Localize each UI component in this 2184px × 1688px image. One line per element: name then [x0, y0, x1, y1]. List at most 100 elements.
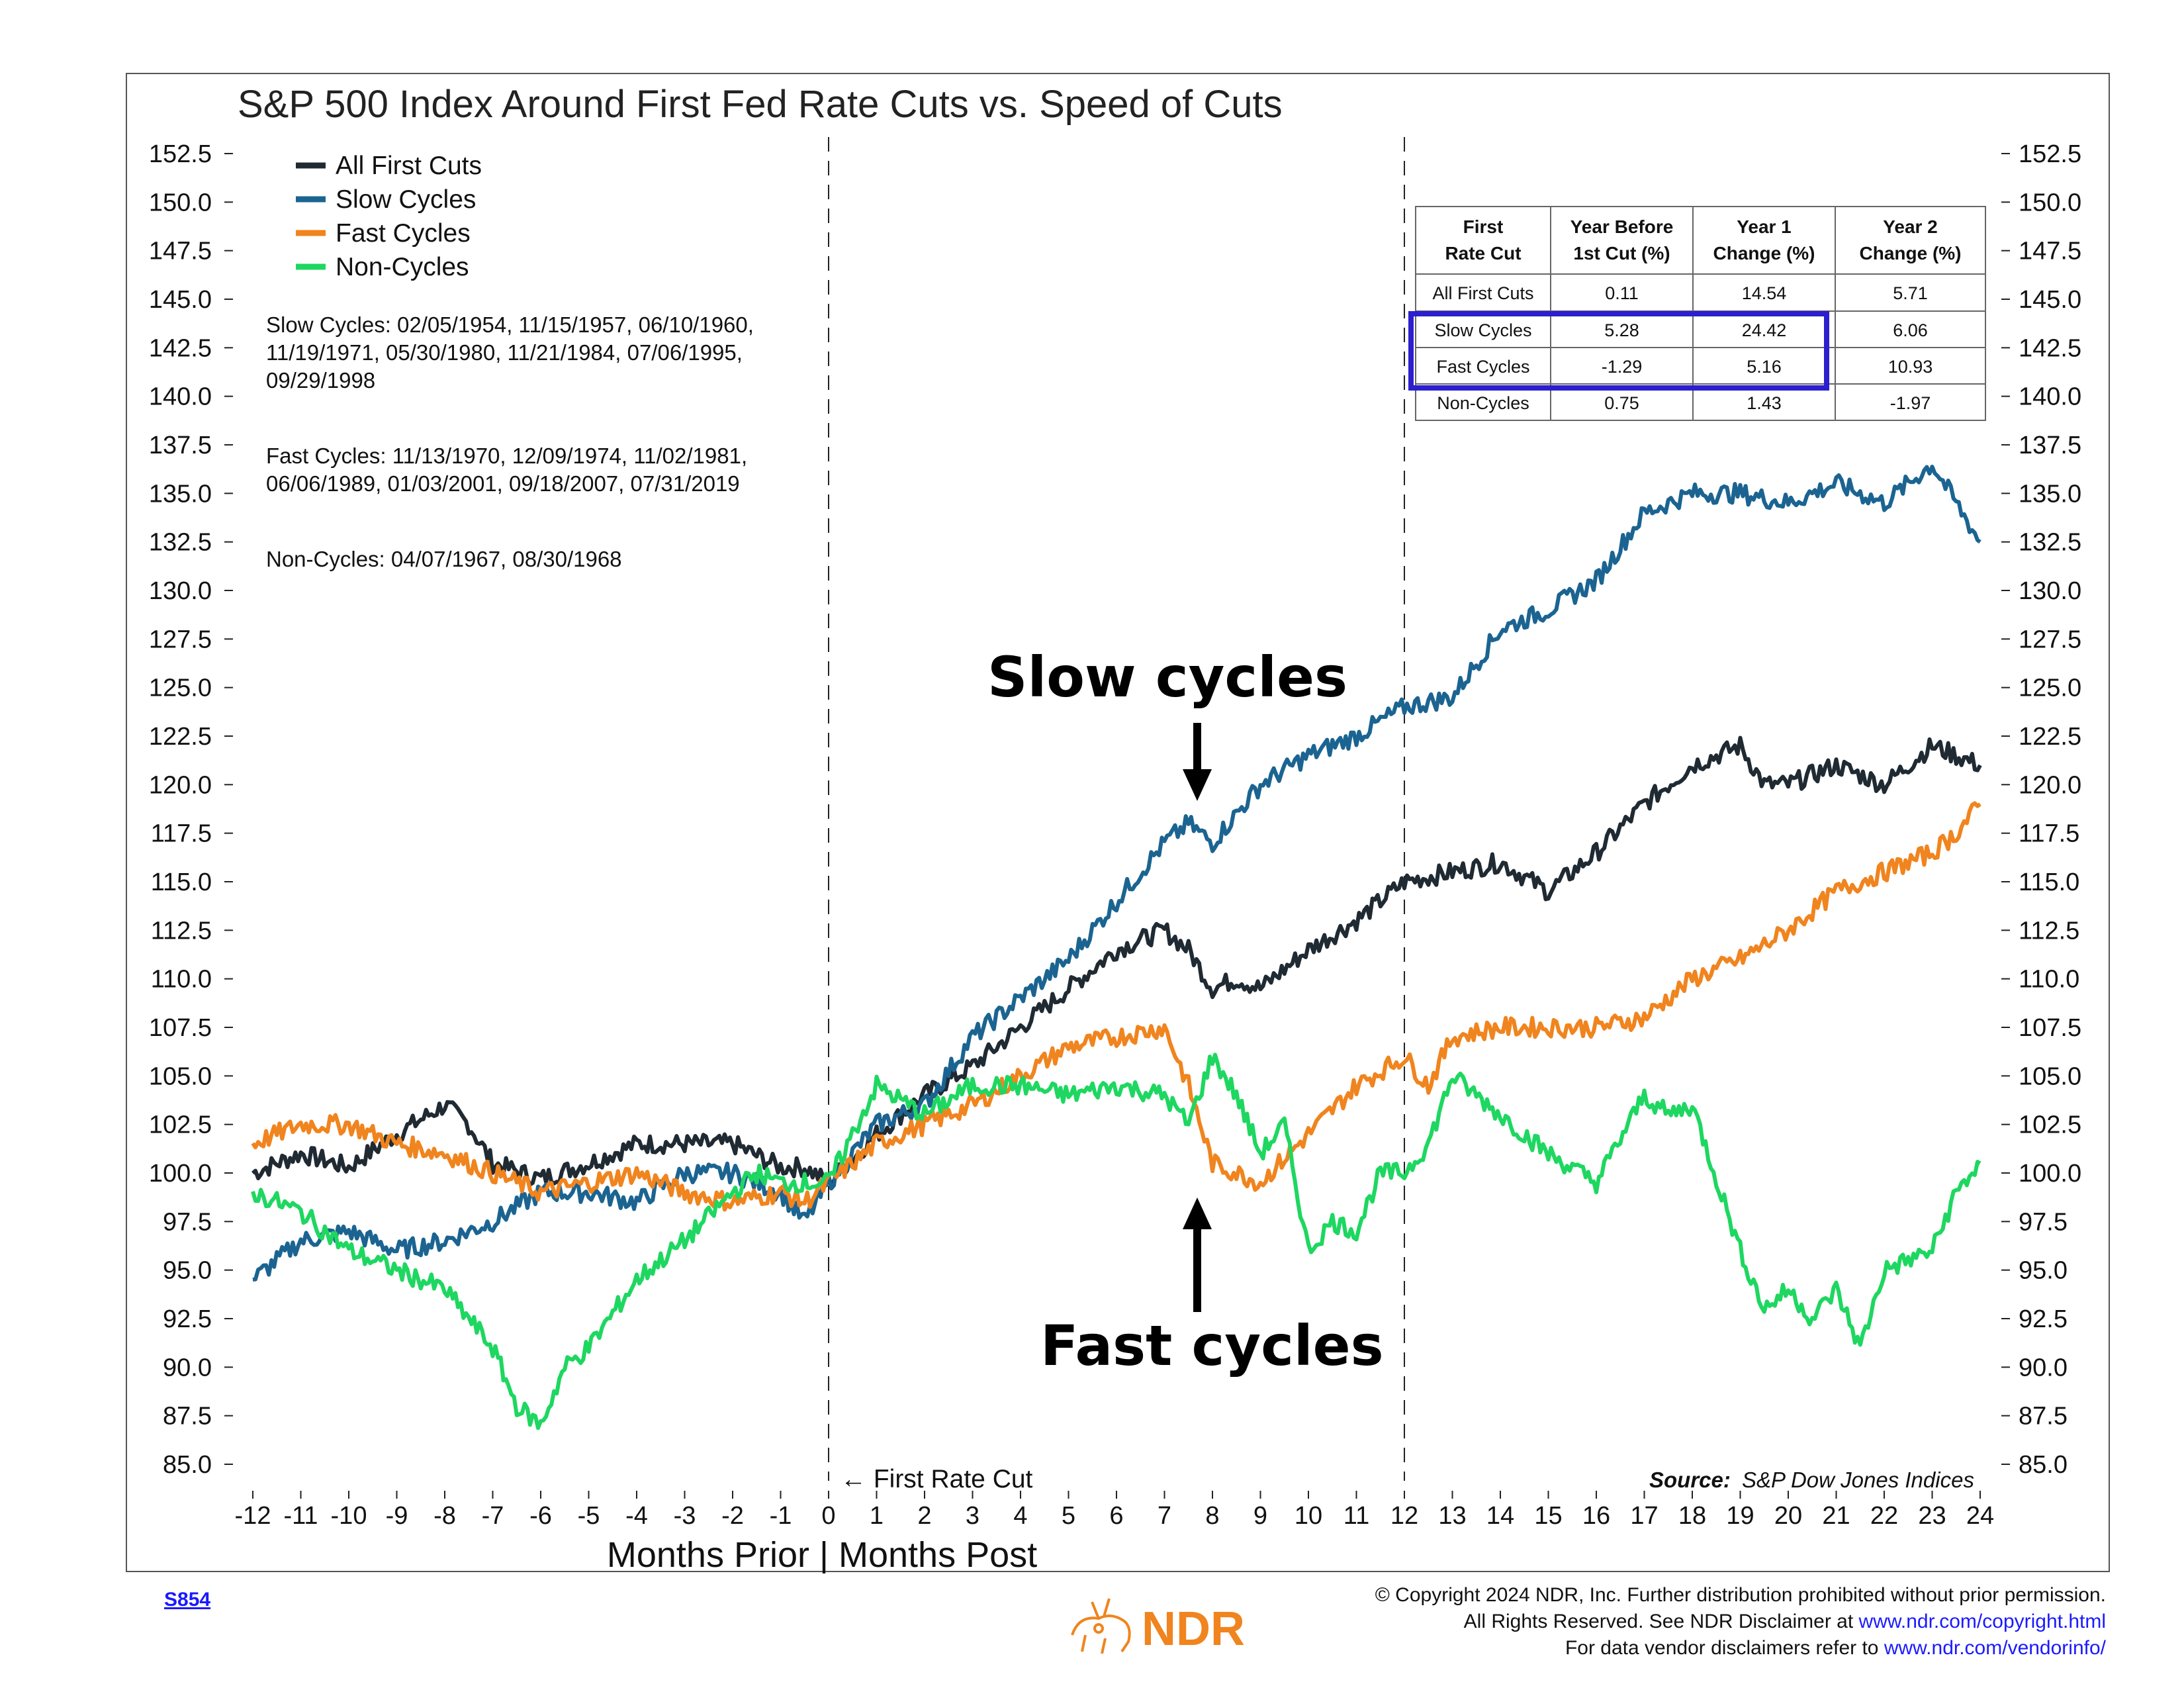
y-tick-label-left: 102.5	[149, 1111, 212, 1139]
y-tick-label-right: 105.0	[2019, 1062, 2081, 1090]
table-cell: -1.97	[1890, 393, 1931, 413]
y-tick-label-left: 150.0	[149, 189, 212, 216]
y-tick-label-left: 145.0	[149, 286, 212, 314]
table-cell: 24.42	[1742, 320, 1787, 340]
y-tick-label-right: 90.0	[2019, 1354, 2068, 1382]
x-tick-label: 18	[1678, 1502, 1706, 1530]
x-tick-label: 20	[1774, 1502, 1802, 1530]
table-cell: 0.11	[1605, 283, 1639, 303]
table-cell: 5.71	[1893, 283, 1928, 303]
slow-cycles-annotation: Slow cycles	[987, 645, 1347, 710]
y-tick-label-left: 115.0	[151, 868, 212, 896]
x-tick-label: 5	[1062, 1502, 1075, 1530]
y-tick-label-right: 152.5	[2019, 140, 2081, 168]
y-tick-label-left: 105.0	[149, 1062, 212, 1090]
chart-frame: S&P 500 Index Around First Fed Rate Cuts…	[126, 73, 2110, 1573]
x-tick-label: 15	[1534, 1502, 1562, 1530]
y-tick-label-left: 107.5	[149, 1014, 212, 1042]
cycle-dates-note: 09/29/1998	[266, 368, 375, 393]
table-header-cell: Change (%)	[1860, 243, 1962, 263]
cycle-dates-note: Slow Cycles: 02/05/1954, 11/15/1957, 06/…	[266, 312, 754, 337]
y-tick-label-left: 110.0	[151, 966, 212, 994]
copyright-line: © Copyright 2024 NDR, Inc. Further distr…	[1375, 1584, 2106, 1606]
plot-area: 85.0 85.0 87.5 87.5 90.0 90.0 92.5 92.5 95.0 95.0…	[149, 137, 2081, 1573]
x-tick-label: -8	[433, 1502, 456, 1530]
y-tick-label-right: 102.5	[2019, 1111, 2081, 1139]
cycle-dates-note: 06/06/1989, 01/03/2001, 09/18/2007, 07/3…	[266, 471, 740, 496]
y-tick-label-left: 100.0	[149, 1160, 212, 1188]
cycle-dates-note: Non-Cycles: 04/07/1967, 08/30/1968	[266, 547, 622, 571]
x-tick-label: 22	[1870, 1502, 1898, 1530]
y-tick-label-left: 122.5	[149, 723, 212, 751]
fast-cycles-annotation: Fast cycles	[1040, 1313, 1384, 1378]
table-cell: 6.06	[1893, 320, 1928, 340]
y-tick-label-left: 90.0	[163, 1354, 212, 1382]
table-cell: Non-Cycles	[1437, 393, 1529, 413]
x-axis-title: Months Prior | Months Post	[607, 1535, 1037, 1573]
y-tick-label-left: 147.5	[149, 238, 212, 265]
series-line-slow-cycles	[252, 465, 1981, 1282]
y-tick-label-right: 130.0	[2019, 577, 2081, 605]
legend-label: Non-Cycles	[336, 253, 469, 281]
y-tick-label-left: 130.0	[149, 577, 212, 605]
fast-arrow-head	[1183, 1197, 1212, 1229]
x-tick-label: 21	[1822, 1502, 1850, 1530]
table-cell: All First Cuts	[1432, 283, 1533, 303]
legend-label: Slow Cycles	[336, 185, 476, 214]
x-tick-label: 14	[1486, 1502, 1514, 1530]
y-tick-label-left: 125.0	[149, 675, 212, 702]
table-header-cell: Year 2	[1883, 216, 1938, 237]
y-tick-label-right: 110.0	[2019, 966, 2079, 994]
y-tick-label-left: 85.0	[163, 1451, 212, 1479]
source-text: S&P Dow Jones Indices	[1742, 1468, 1974, 1492]
table-header-cell: Year 1	[1737, 216, 1792, 237]
x-tick-label: -4	[625, 1502, 648, 1530]
disclaimer-line: All Rights Reserved. See NDR Disclaimer …	[1463, 1611, 2106, 1632]
y-tick-label-right: 142.5	[2019, 334, 2081, 362]
x-tick-label: 2	[917, 1502, 931, 1530]
x-tick-label: -12	[235, 1502, 271, 1530]
y-tick-label-left: 87.5	[163, 1403, 212, 1430]
x-tick-label: 0	[821, 1502, 835, 1530]
y-tick-label-left: 152.5	[149, 140, 212, 168]
chart-title: S&P 500 Index Around First Fed Rate Cuts…	[238, 83, 1283, 126]
legend-label: All First Cuts	[336, 152, 482, 180]
table-header-cell: 1st Cut (%)	[1573, 243, 1670, 263]
x-tick-label: 17	[1630, 1502, 1658, 1530]
table-cell: 1.43	[1747, 393, 1782, 413]
table-cell: 5.28	[1604, 320, 1639, 340]
y-tick-label-left: 92.5	[163, 1305, 212, 1333]
chart-svg: S&P 500 Index Around First Fed Rate Cuts…	[149, 83, 2081, 1573]
x-tick-label: 7	[1158, 1502, 1171, 1530]
y-tick-label-left: 135.0	[149, 480, 212, 508]
x-tick-label: 9	[1253, 1502, 1267, 1530]
y-tick-label-right: 122.5	[2019, 723, 2081, 751]
table-header-cell: Rate Cut	[1445, 243, 1521, 263]
y-tick-label-right: 112.5	[2019, 917, 2079, 945]
x-tick-label: 19	[1726, 1502, 1754, 1530]
chart-id-link[interactable]: S854	[164, 1589, 211, 1611]
x-tick-label: 10	[1295, 1502, 1322, 1530]
x-tick-label: 8	[1205, 1502, 1219, 1530]
x-tick-label: 24	[1966, 1502, 1994, 1530]
cycle-dates-note: 11/19/1971, 05/30/1980, 11/21/1984, 07/0…	[266, 340, 743, 365]
x-tick-label: -11	[283, 1502, 318, 1530]
y-tick-label-right: 95.0	[2019, 1257, 2068, 1285]
x-tick-label: -3	[674, 1502, 696, 1530]
y-tick-label-right: 107.5	[2019, 1014, 2081, 1042]
y-tick-label-right: 137.5	[2019, 432, 2081, 459]
x-tick-label: 13	[1438, 1502, 1466, 1530]
y-tick-label-right: 120.0	[2019, 771, 2081, 799]
vendor-line: For data vendor disclaimers refer to www…	[1565, 1637, 2106, 1659]
x-tick-label: -10	[331, 1502, 367, 1530]
vendor-link[interactable]: www.ndr.com/vendorinfo/	[1884, 1637, 2106, 1659]
y-tick-label-right: 92.5	[2019, 1305, 2068, 1333]
y-tick-label-right: 135.0	[2019, 480, 2081, 508]
x-tick-label: -2	[721, 1502, 744, 1530]
copyright-link[interactable]: www.ndr.com/copyright.html	[1858, 1611, 2106, 1632]
x-tick-label: 1	[870, 1502, 884, 1530]
first-rate-cut-label: ← First Rate Cut	[841, 1465, 1033, 1493]
slow-arrow-head	[1183, 769, 1212, 801]
x-tick-label: 12	[1390, 1502, 1418, 1530]
x-tick-label: 16	[1582, 1502, 1610, 1530]
